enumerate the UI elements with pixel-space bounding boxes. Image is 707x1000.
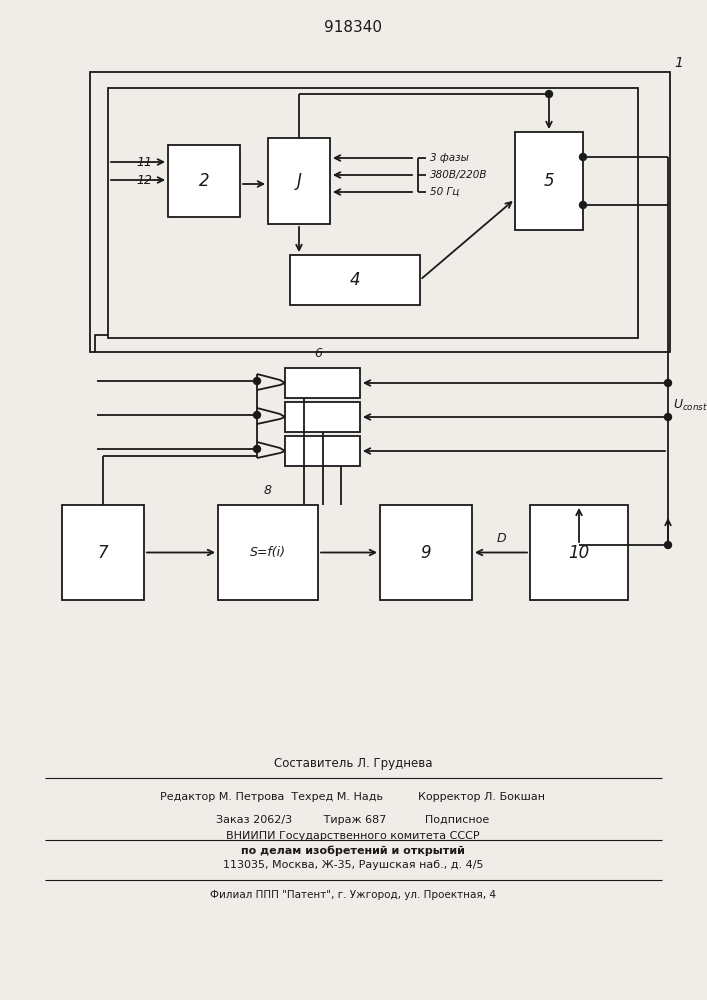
Bar: [515, 132, 583, 230]
Bar: [90, 72, 670, 352]
Text: 9: 9: [421, 544, 431, 562]
Text: D: D: [496, 532, 506, 544]
Bar: [285, 436, 360, 466]
Text: 1: 1: [674, 56, 683, 70]
Text: 12: 12: [136, 174, 152, 186]
Text: J: J: [296, 172, 301, 190]
Text: ВНИИПИ Государственного комитета СССР: ВНИИПИ Государственного комитета СССР: [226, 831, 480, 841]
Circle shape: [580, 202, 587, 209]
Circle shape: [546, 91, 552, 98]
Text: Филиал ППП "Патент", г. Ужгород, ул. Проектная, 4: Филиал ППП "Патент", г. Ужгород, ул. Про…: [210, 890, 496, 900]
Text: 7: 7: [98, 544, 108, 562]
Bar: [268, 138, 330, 224]
Text: Редактор М. Петрова  Техред М. Надь          Корректор Л. Бокшан: Редактор М. Петрова Техред М. Надь Корре…: [160, 792, 546, 802]
Text: 6: 6: [314, 347, 322, 360]
Text: S=f(i): S=f(i): [250, 546, 286, 559]
Circle shape: [254, 446, 260, 452]
Bar: [285, 402, 360, 432]
Bar: [290, 255, 420, 305]
Text: Составитель Л. Груднева: Составитель Л. Груднева: [274, 756, 432, 770]
Text: 11: 11: [136, 155, 152, 168]
Bar: [285, 368, 360, 398]
Text: по делам изобретений и открытий: по делам изобретений и открытий: [241, 846, 465, 856]
Text: 2: 2: [199, 172, 209, 190]
Bar: [530, 505, 628, 600]
Text: 918340: 918340: [324, 20, 382, 35]
Circle shape: [580, 153, 587, 160]
Circle shape: [665, 414, 672, 420]
Bar: [168, 145, 240, 217]
Circle shape: [254, 377, 260, 384]
Text: 3 фазы: 3 фазы: [430, 153, 469, 163]
Circle shape: [665, 542, 672, 548]
Text: $U_{const}$: $U_{const}$: [673, 398, 707, 413]
Text: 380В/220В: 380В/220В: [430, 170, 488, 180]
Text: 4: 4: [350, 271, 361, 289]
Text: 10: 10: [568, 544, 590, 562]
Text: Заказ 2062/3         Тираж 687           Подписное: Заказ 2062/3 Тираж 687 Подписное: [216, 815, 490, 825]
Bar: [108, 88, 638, 338]
Circle shape: [254, 412, 260, 418]
Bar: [218, 505, 318, 600]
Bar: [62, 505, 144, 600]
Bar: [380, 505, 472, 600]
Text: 5: 5: [544, 172, 554, 190]
Circle shape: [665, 379, 672, 386]
Text: 50 Гц: 50 Гц: [430, 187, 460, 197]
Text: 8: 8: [264, 484, 272, 497]
Text: 113035, Москва, Ж-35, Раушская наб., д. 4/5: 113035, Москва, Ж-35, Раушская наб., д. …: [223, 860, 484, 870]
